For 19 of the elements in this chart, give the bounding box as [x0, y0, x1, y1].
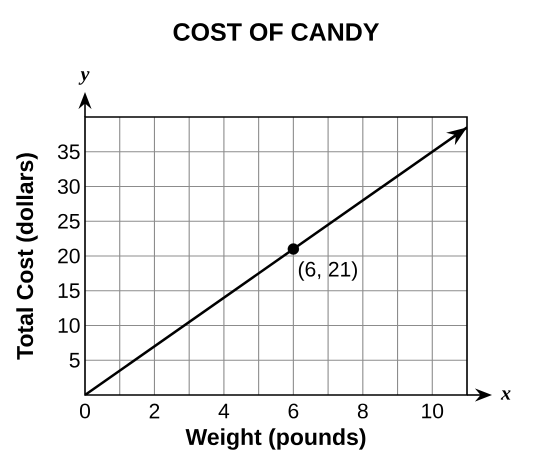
x-tick-label: 0 [80, 404, 90, 418]
x-tick-label: 4 [218, 404, 230, 418]
text: x [500, 390, 511, 400]
x-tick-label: 10 [422, 404, 444, 418]
y-tick-label: 30 [58, 179, 80, 194]
y-tick-label: 15 [58, 283, 80, 298]
annotation: (6, 21) [298, 261, 357, 281]
y-tick-label: 25 [58, 214, 80, 229]
chart-title: COST OF CANDY [174, 23, 380, 41]
x-tick-label: 8 [358, 404, 368, 418]
y-tick-label: 35 [58, 144, 80, 160]
x-axis-title: Weight (pounds) [186, 428, 366, 450]
text: y [78, 71, 90, 85]
x-tick-label: 2 [150, 404, 160, 418]
y-tick-label: 20 [58, 248, 80, 264]
y-axis-title: Total Cost (dollars) [16, 153, 38, 360]
y-tick-label: 10 [58, 318, 80, 333]
x-tick-label: 6 [288, 404, 298, 418]
y-tick-label: 5 [70, 352, 80, 368]
